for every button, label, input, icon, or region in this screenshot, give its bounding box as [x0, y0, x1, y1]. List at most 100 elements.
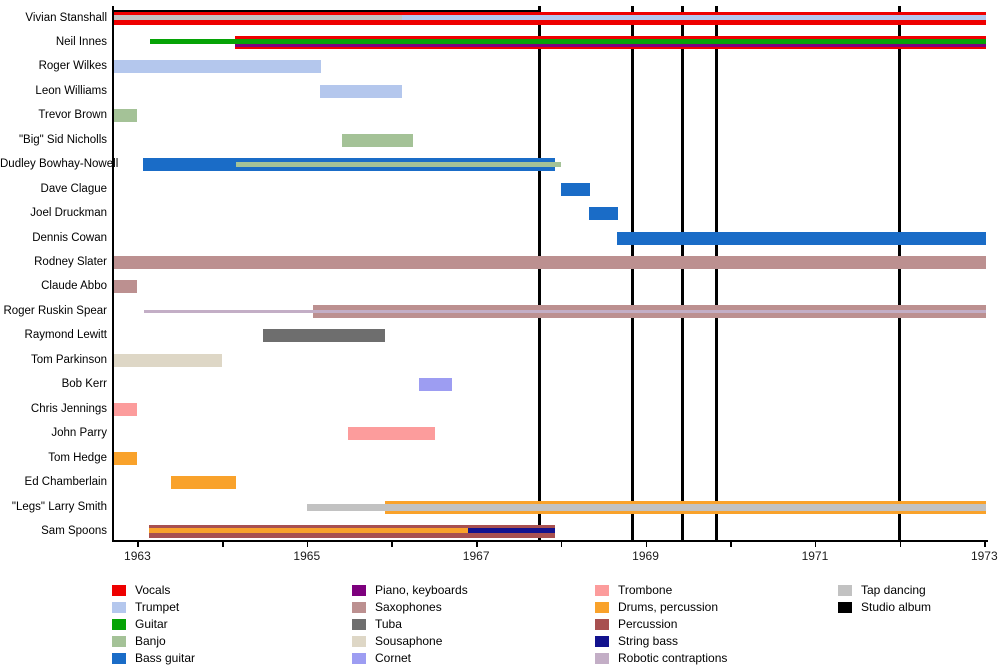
studio-album-line	[715, 6, 719, 540]
timeline-bar-tap	[306, 503, 986, 511]
member-label: Joel Druckman	[30, 207, 107, 220]
axis-tick-label: 1971	[801, 549, 829, 563]
member-label: Chris Jennings	[30, 402, 107, 415]
timeline-bar-bass_guitar	[616, 231, 986, 245]
legend-swatch-trombone	[595, 585, 609, 596]
legend-label: Tuba	[375, 617, 402, 631]
axis-tick-label: 1965	[293, 549, 321, 563]
timeline-bar-piano	[234, 44, 986, 47]
legend-swatch-robotic	[595, 653, 609, 664]
legend-item-string_bass: String bass	[595, 635, 825, 649]
axis-tick	[222, 542, 224, 547]
legend-item-bass_guitar: Bass guitar	[112, 652, 342, 666]
axis-tick	[899, 542, 902, 547]
member-label: Dudley Bowhay-Nowell	[0, 158, 119, 171]
timeline-bar-tuba	[262, 329, 385, 343]
legend-swatch-tap	[838, 585, 852, 596]
member-label: Roger Wilkes	[38, 60, 107, 73]
axis-tick	[984, 542, 986, 547]
timeline-bar-drums	[112, 451, 138, 465]
member-label: Ed Chamberlain	[24, 476, 107, 489]
timeline-bar-drums	[171, 476, 237, 490]
studio-album-line	[681, 6, 685, 540]
legend-item-sousaphone: Sousaphone	[352, 635, 582, 649]
axis-tick	[391, 542, 393, 547]
legend-swatch-banjo	[112, 636, 126, 647]
legend-label: Percussion	[618, 617, 678, 631]
axis-tick-label: 1967	[462, 549, 490, 563]
timeline-bar-robotic	[144, 309, 986, 313]
legend-label: Sousaphone	[375, 634, 443, 648]
legend-swatch-percussion	[595, 619, 609, 630]
legend-swatch-guitar	[112, 619, 126, 630]
studio-album-line	[898, 6, 902, 540]
axis-tick	[645, 542, 648, 547]
timeline-bar-trombone	[348, 427, 435, 441]
timeline-bar-bass_guitar	[560, 182, 590, 196]
plot-top-border	[112, 10, 540, 12]
legend-item-saxophones: Saxophones	[352, 601, 582, 615]
member-label: Tom Hedge	[48, 451, 107, 464]
legend-label: String bass	[618, 634, 679, 648]
timeline-bar-saxophones	[112, 280, 138, 294]
legend-label: Trombone	[618, 583, 673, 597]
legend-swatch-bass_guitar	[112, 653, 126, 664]
timeline-bar-trombone	[112, 402, 138, 416]
legend-label: Vocals	[135, 583, 171, 597]
legend-swatch-trumpet	[112, 602, 126, 613]
member-label: Dennis Cowan	[32, 231, 107, 244]
legend-swatch-string_bass	[595, 636, 609, 647]
legend-item-album: Studio album	[838, 601, 1000, 615]
legend-swatch-drums	[595, 602, 609, 613]
timeline-bar-string_bass	[467, 528, 555, 534]
legend-swatch-tuba	[352, 619, 366, 630]
legend-item-cornet: Cornet	[352, 652, 582, 666]
y-axis-line	[112, 6, 114, 540]
timeline-bar-tap	[112, 15, 402, 20]
timeline-bar-banjo	[112, 109, 138, 123]
member-label: John Parry	[51, 427, 107, 440]
member-label: Dave Clague	[40, 182, 107, 195]
legend-label: Guitar	[135, 617, 168, 631]
axis-tick-label: 1969	[632, 549, 659, 563]
legend-item-tuba: Tuba	[352, 618, 582, 632]
axis-tick	[814, 542, 817, 547]
studio-album-line	[631, 6, 635, 540]
legend-item-banjo: Banjo	[112, 635, 342, 649]
timeline-bar-sousaphone	[112, 353, 223, 367]
member-label: Sam Spoons	[41, 524, 107, 537]
legend-swatch-saxophones	[352, 602, 366, 613]
legend-label: Robotic contraptions	[618, 651, 728, 665]
member-label: "Big" Sid Nicholls	[18, 133, 107, 146]
legend-label: Saxophones	[375, 600, 442, 614]
axis-tick	[476, 542, 478, 547]
legend-label: Tap dancing	[861, 583, 926, 597]
timeline-bar-trumpet	[401, 15, 986, 20]
timeline-bar-trumpet	[112, 60, 322, 74]
member-label: Neil Innes	[55, 35, 107, 48]
member-label: Trevor Brown	[38, 109, 107, 122]
member-label: "Legs" Larry Smith	[11, 500, 107, 513]
legend-label: Bass guitar	[135, 651, 196, 665]
member-label: Roger Ruskin Spear	[3, 304, 107, 317]
member-label: Claude Abbo	[41, 280, 107, 293]
legend-swatch-album	[838, 602, 852, 613]
axis-tick	[137, 542, 139, 547]
legend-item-vocals: Vocals	[112, 584, 342, 598]
legend-swatch-vocals	[112, 585, 126, 596]
legend-label: Drums, percussion	[618, 600, 719, 614]
legend-label: Piano, keyboards	[375, 583, 468, 597]
legend-item-trumpet: Trumpet	[112, 601, 342, 615]
axis-tick-label: 1973	[970, 549, 998, 563]
legend-item-drums: Drums, percussion	[595, 601, 825, 615]
legend-item-trombone: Trombone	[595, 584, 825, 598]
legend-item-piano: Piano, keyboards	[352, 584, 582, 598]
legend-item-guitar: Guitar	[112, 618, 342, 632]
timeline-bar-banjo	[341, 133, 414, 147]
time-axis-line	[112, 540, 988, 542]
legend-swatch-cornet	[352, 653, 366, 664]
legend-label: Trumpet	[135, 600, 180, 614]
